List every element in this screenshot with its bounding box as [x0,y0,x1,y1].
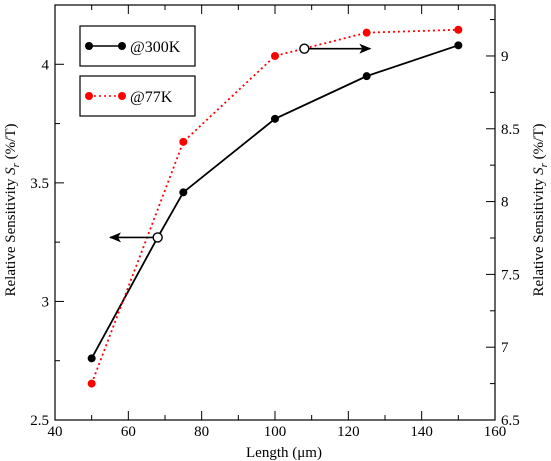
y-right-tick-label: 9 [501,49,509,65]
y-left-title-part-1: Relative Sensitivity [3,175,19,297]
legend: @300K @77K [79,25,196,117]
x-axis-title: Length (μm) [246,445,322,461]
data-point-300k [87,354,96,363]
x-tick-label: 140 [410,424,433,440]
y-left-tick-label: 2.5 [30,413,49,429]
y-left-title-part-4: (%/T) [3,123,19,163]
y-left-tick-label: 3.5 [30,176,49,192]
y-right-tick-label: 8 [501,195,509,211]
ticks-layer: 40 60 80 100 120 140 160 2.5 3 3.5 4 6.5 7 7.5 8 8.5 9 [30,5,520,440]
data-point-300k [271,114,279,123]
data-point-300k [179,188,188,197]
left-axis-arrow-circle [152,232,163,243]
right-axis-arrow-circle [299,43,310,54]
x-tick-label: 160 [484,424,507,440]
legend-marker-77k-b [118,92,126,100]
y-right-tick-label: 7.5 [501,267,520,283]
x-tick-label: 80 [194,424,209,440]
series-line-300k [90,44,459,359]
y-axis-left-title: Relative Sensitivity Sr (%/T) [3,123,22,296]
y-right-tick-label: 6.5 [501,413,520,429]
data-point-77k [454,25,463,34]
y-left-title-symbol: S [3,167,19,175]
y-right-title-subscript: r [538,162,550,167]
x-axis-title-part-3: m) [305,445,322,461]
data-point-77k [362,28,371,37]
legend-marker-300k-b [118,42,126,50]
y-right-title-part-1: Relative Sensitivity [531,175,547,297]
y-left-title-subscript: r [10,162,22,167]
x-tick-label: 60 [121,424,136,440]
y-axis-right-title: Relative Sensitivity Sr (%/T) [531,123,550,296]
annotation-layer [109,43,372,243]
x-tick-label: 100 [264,424,287,440]
y-right-title-symbol: S [531,167,547,175]
legend-marker-77k-a [85,92,93,100]
legend-label-77k: @77K [130,89,173,106]
series-layer [87,25,463,388]
plot-frame [54,4,496,421]
legend-marker-300k-a [85,42,93,50]
y-left-tick-label: 4 [42,57,50,73]
data-point-300k [362,72,371,81]
data-point-300k [454,41,463,50]
data-point-77k [271,51,279,60]
y-left-tick-label: 3 [42,294,50,310]
x-tick-label: 120 [337,424,360,440]
x-tick-label: 40 [48,424,63,440]
legend-label-300k: @300K [130,39,181,56]
y-right-tick-label: 8.5 [501,122,520,138]
y-right-title-part-4: (%/T) [531,123,547,163]
x-axis-title-mu: μ [297,445,305,461]
y-right-tick-label: 7 [501,340,509,356]
data-point-77k [179,137,188,146]
x-axis-title-part-1: Length ( [246,445,297,461]
data-point-77k [87,379,96,388]
